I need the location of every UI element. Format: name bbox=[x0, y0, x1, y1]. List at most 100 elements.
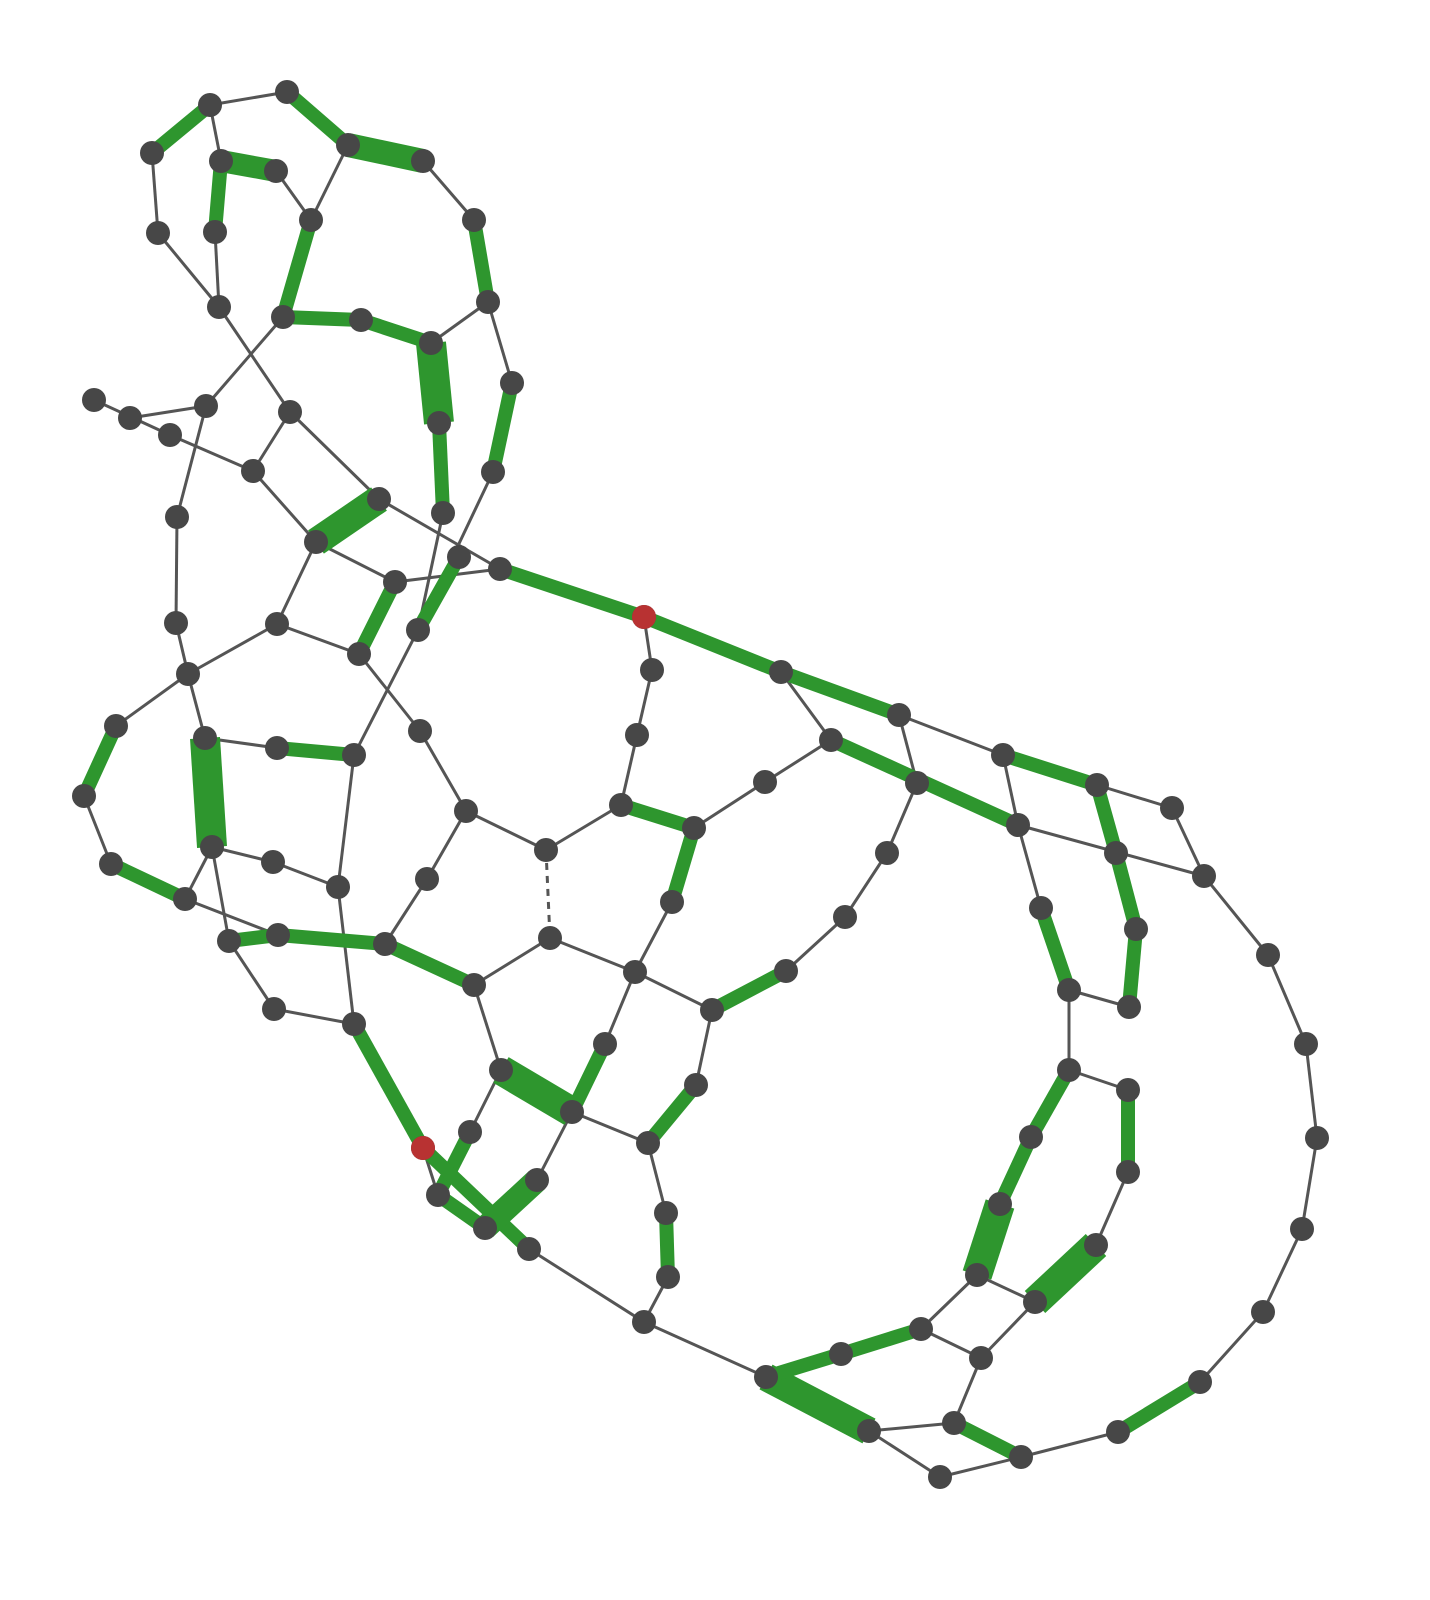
graph-node bbox=[342, 743, 366, 767]
graph-node bbox=[875, 841, 899, 865]
graph-node bbox=[194, 394, 218, 418]
graph-edge bbox=[646, 1142, 668, 1214]
graph-node bbox=[488, 557, 512, 581]
graph-edge bbox=[276, 622, 360, 656]
highlighted-edge bbox=[665, 826, 701, 904]
graph-edge bbox=[472, 984, 503, 1071]
graph-node bbox=[1009, 1445, 1033, 1469]
graph-edge bbox=[187, 622, 278, 676]
graph-edge bbox=[643, 1320, 767, 1379]
graph-node bbox=[140, 141, 164, 165]
graph-node bbox=[1023, 1290, 1047, 1314]
highlighted-edge bbox=[108, 857, 188, 906]
graph-node bbox=[942, 1411, 966, 1435]
highlighted-edge bbox=[467, 218, 495, 304]
graph-edge bbox=[425, 810, 468, 880]
graph-node bbox=[419, 331, 443, 355]
graph-edge bbox=[939, 1455, 1022, 1479]
graph-node bbox=[198, 93, 222, 117]
graph-node bbox=[1256, 943, 1280, 967]
graph-node bbox=[275, 80, 299, 104]
graph-node bbox=[517, 1237, 541, 1261]
graph-edge bbox=[336, 886, 356, 1025]
graph-node bbox=[342, 1012, 366, 1036]
highlighted-edge bbox=[950, 1416, 1025, 1464]
highlighted-edge bbox=[708, 964, 790, 1017]
graph-node bbox=[632, 1310, 656, 1334]
graph-node bbox=[1294, 1032, 1318, 1056]
graph-node bbox=[656, 1265, 680, 1289]
graph-edge bbox=[1261, 1228, 1304, 1313]
graph-node bbox=[1124, 917, 1148, 941]
graph-node bbox=[700, 998, 724, 1022]
graph-node bbox=[146, 221, 170, 245]
marked-node bbox=[411, 1136, 435, 1160]
graph-node bbox=[454, 799, 478, 823]
highlighted-edge bbox=[763, 1347, 844, 1384]
highlighted-edge bbox=[418, 1142, 534, 1255]
graph-edge bbox=[528, 1247, 645, 1324]
graph-edge bbox=[545, 803, 622, 852]
graph-edge bbox=[227, 940, 276, 1010]
highlighted-edge bbox=[962, 1199, 1015, 1280]
graph-node bbox=[347, 642, 371, 666]
graph-edge bbox=[383, 878, 429, 945]
graph-node bbox=[525, 1168, 549, 1192]
graph-node bbox=[266, 923, 290, 947]
graph-edge bbox=[288, 410, 381, 501]
graph-edge bbox=[603, 971, 637, 1045]
graph-node bbox=[176, 662, 200, 686]
graph-edge bbox=[174, 516, 179, 624]
graph-node bbox=[905, 771, 929, 795]
graph-node bbox=[534, 838, 558, 862]
highlighted-edge bbox=[276, 218, 318, 319]
graph-node bbox=[1116, 1160, 1140, 1184]
graph-edge bbox=[779, 671, 833, 741]
graph-edge bbox=[309, 144, 350, 221]
graph-node bbox=[500, 371, 524, 395]
highlighted-edge bbox=[1114, 1376, 1204, 1438]
graph-node bbox=[411, 149, 435, 173]
highlighted-edge bbox=[493, 1057, 580, 1125]
graph-node bbox=[473, 1216, 497, 1240]
graph-edge bbox=[251, 470, 318, 543]
graph-node bbox=[1029, 896, 1053, 920]
graph-node bbox=[265, 736, 289, 760]
graph-node bbox=[560, 1100, 584, 1124]
graph-node bbox=[481, 460, 505, 484]
graph-node bbox=[769, 660, 793, 684]
graph-node bbox=[462, 973, 486, 997]
graph-edge bbox=[1020, 1430, 1119, 1459]
graph-node bbox=[682, 816, 706, 840]
highlighted-edge bbox=[358, 313, 434, 350]
graph-edge bbox=[1300, 1137, 1319, 1230]
highlighted-edge bbox=[486, 381, 519, 474]
graph-node bbox=[165, 505, 189, 529]
highlighted-edge bbox=[1024, 1066, 1076, 1141]
highlighted-edge bbox=[778, 665, 902, 722]
graph-edge bbox=[1170, 807, 1206, 877]
graph-node bbox=[207, 295, 231, 319]
graph-node bbox=[262, 997, 286, 1021]
graph-node bbox=[969, 1346, 993, 1370]
graph-edge bbox=[1096, 783, 1173, 810]
graph-node bbox=[406, 618, 430, 642]
highlighted-edge bbox=[759, 1364, 876, 1444]
graph-node bbox=[264, 159, 288, 183]
graph-node bbox=[774, 959, 798, 983]
graph-edge bbox=[843, 852, 889, 918]
graph-edge bbox=[150, 152, 160, 234]
graph-edge bbox=[634, 970, 713, 1012]
graph-node bbox=[427, 411, 451, 435]
graph-node bbox=[1104, 841, 1128, 865]
graph-node bbox=[200, 835, 224, 859]
graph-node bbox=[1057, 1058, 1081, 1082]
graph-node bbox=[909, 1317, 933, 1341]
graph-node bbox=[426, 1183, 450, 1207]
graph-node bbox=[72, 784, 96, 808]
graph-edge bbox=[473, 936, 551, 987]
graph-node bbox=[623, 960, 647, 984]
graph-edge bbox=[418, 730, 468, 812]
graph-node bbox=[754, 1365, 778, 1389]
